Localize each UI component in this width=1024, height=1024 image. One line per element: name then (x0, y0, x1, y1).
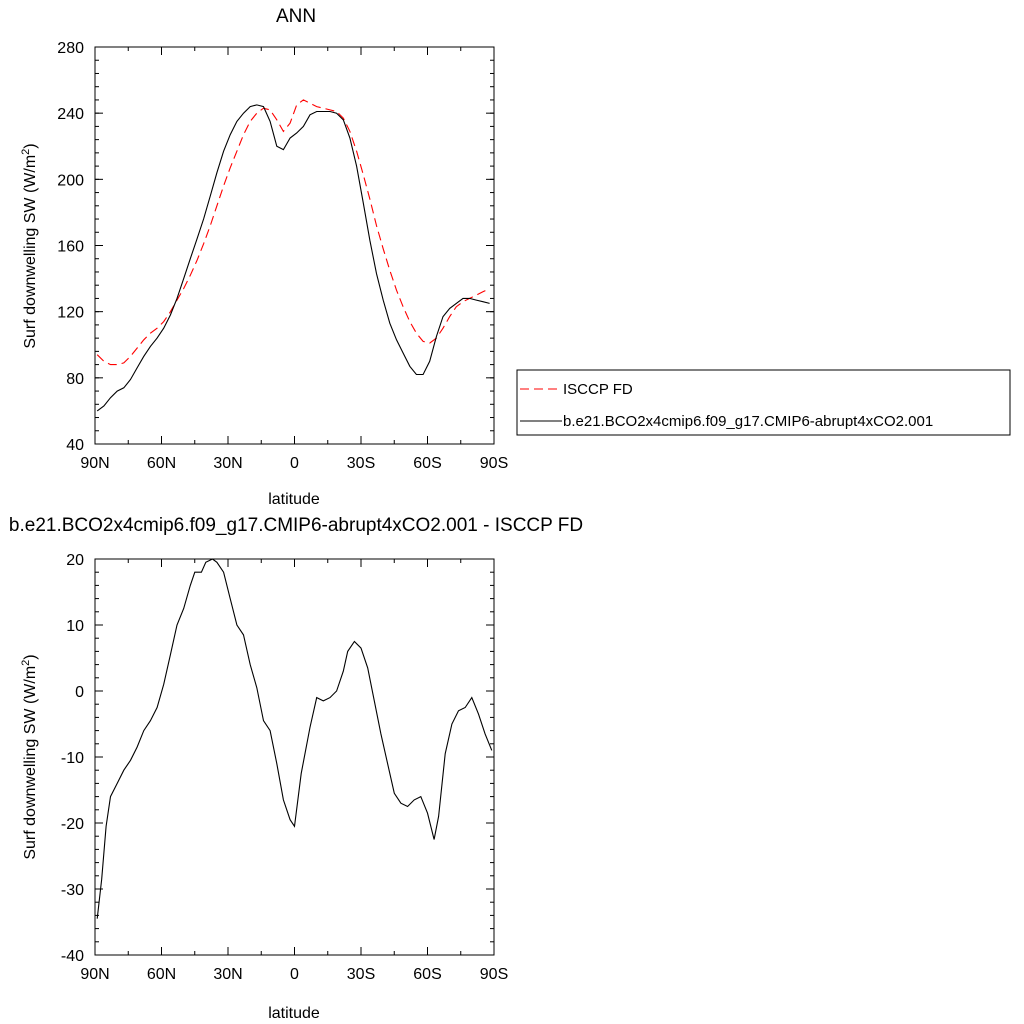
bottom-plot-ylabel-text: Surf downwelling SW (W/m (22, 666, 39, 860)
top-y-tick-label: 240 (57, 106, 84, 123)
top-x-tick-label: 90S (480, 455, 508, 472)
top-y-tick-label: 40 (66, 437, 84, 454)
bottom-x-tick-label: 60S (413, 966, 441, 983)
top-plot-xlabel: latitude (268, 491, 320, 508)
bottom-plot-xlabel: latitude (268, 1005, 320, 1022)
top-y-tick-label: 80 (66, 371, 84, 388)
top-x-tick-label: 0 (290, 455, 299, 472)
top-plot-ylabel-superscript: 2 (20, 149, 32, 155)
top-y-tick-label: 120 (57, 305, 84, 322)
bottom-series-line-0 (96, 558, 493, 919)
top-series-line-1 (96, 104, 490, 412)
legend-label-1: b.e21.BCO2x4cmip6.f09_g17.CMIP6-abrupt4x… (563, 413, 933, 430)
top-x-tick-label: 30S (347, 455, 375, 472)
top-plot-ylabel: Surf downwelling SW (W/m2) (20, 143, 39, 348)
legend-frame (516, 369, 1011, 436)
bottom-plot-ylabel-superscript: 2 (20, 660, 32, 666)
top-plot-frame (94, 46, 495, 445)
bottom-y-tick-label: -10 (61, 750, 84, 767)
bottom-y-tick-label: 20 (66, 552, 84, 569)
bottom-y-tick-label: 0 (75, 684, 84, 701)
bottom-plot-frame (94, 558, 495, 956)
top-x-tick-label: 30N (213, 455, 242, 472)
top-y-tick-label: 160 (57, 239, 84, 256)
top-plot-title: ANN (276, 6, 316, 27)
bottom-plot-panel: b.e21.BCO2x4cmip6.f09_g17.CMIP6-abrupt4x… (9, 515, 583, 1022)
top-x-tick-label: 60N (147, 455, 176, 472)
bottom-x-tick-label: 30N (213, 966, 242, 983)
bottom-x-tick-label: 90S (480, 966, 508, 983)
bottom-plot-ylabel-close: ) (22, 654, 39, 659)
top-series-line-0 (96, 99, 490, 366)
bottom-x-tick-label: 0 (290, 966, 299, 983)
bottom-y-tick-label: -40 (61, 948, 84, 965)
top-y-tick-label: 200 (57, 172, 84, 189)
bottom-x-tick-label: 60N (147, 966, 176, 983)
bottom-x-tick-label: 30S (347, 966, 375, 983)
top-plot-ylabel-text: Surf downwelling SW (W/m (22, 155, 39, 349)
bottom-plot-title: b.e21.BCO2x4cmip6.f09_g17.CMIP6-abrupt4x… (9, 515, 583, 536)
bottom-plot-ylabel: Surf downwelling SW (W/m2) (20, 654, 39, 859)
bottom-y-tick-label: -30 (61, 882, 84, 899)
top-plot-legend: ISCCP FD b.e21.BCO2x4cmip6.f09_g17.CMIP6-… (516, 369, 1011, 436)
top-x-tick-label: 90N (80, 455, 109, 472)
bottom-y-tick-label: 10 (66, 618, 84, 635)
top-plot-panel: ANN latitude Surf downwelling SW (W/m2) … (20, 6, 1011, 508)
top-plot-ylabel-close: ) (22, 143, 39, 148)
legend-label-0: ISCCP FD (563, 381, 633, 398)
bottom-y-tick-label: -20 (61, 816, 84, 833)
top-x-tick-label: 60S (413, 455, 441, 472)
bottom-x-tick-label: 90N (80, 966, 109, 983)
top-y-tick-label: 280 (57, 40, 84, 57)
